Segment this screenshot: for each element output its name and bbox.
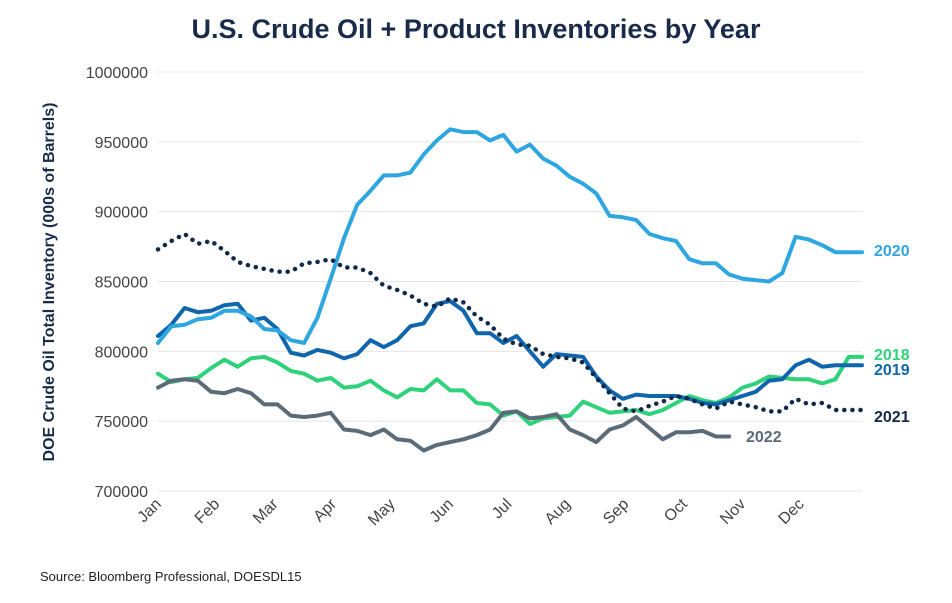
series-line-2022: [156, 377, 732, 453]
x-axis-ticks: Jan Feb Mar Apr May Jun Jul Aug Sep Oct Nov Dec: [135, 495, 808, 529]
y-tick-label: 750000: [95, 414, 148, 431]
y-tick-label: 900000: [95, 205, 148, 222]
y-tick-label: 800000: [95, 344, 148, 361]
series-line-2020: [156, 127, 864, 345]
series-line-2019: [156, 299, 864, 407]
source-note: Source: Bloomberg Professional, DOESDL15: [40, 569, 302, 584]
y-axis-ticks: 700000 750000 800000 850000 900000 950000 1000…: [86, 65, 148, 501]
x-tick-label: Mar: [250, 495, 282, 527]
x-tick-label: Jul: [489, 496, 515, 522]
series-label-2022: 2022: [746, 429, 782, 446]
series-label-2019: 2019: [874, 362, 910, 379]
series-lines: [155, 127, 865, 453]
chart-title: U.S. Crude Oil + Product Inventories by …: [191, 14, 761, 44]
x-tick-label: Apr: [311, 495, 341, 525]
x-tick-label: Sep: [600, 496, 632, 528]
y-tick-label: 950000: [95, 135, 148, 152]
x-tick-label: Nov: [717, 496, 749, 528]
series-label-2018: 2018: [874, 347, 910, 364]
y-tick-label: 850000: [95, 275, 148, 292]
y-axis-label: DOE Crude Oil Total Inventory (000s of B…: [41, 103, 58, 462]
x-tick-label: Feb: [192, 496, 224, 528]
x-tick-label: Oct: [661, 495, 691, 525]
x-tick-label: Aug: [542, 496, 574, 528]
x-tick-label: Jun: [427, 496, 457, 526]
series-label-2021: 2021: [874, 409, 910, 426]
x-tick-label: May: [365, 496, 398, 529]
y-tick-label: 700000: [95, 484, 148, 501]
x-tick-label: Dec: [776, 496, 808, 528]
series-label-2020: 2020: [874, 243, 910, 260]
y-tick-label: 1000000: [86, 65, 148, 82]
